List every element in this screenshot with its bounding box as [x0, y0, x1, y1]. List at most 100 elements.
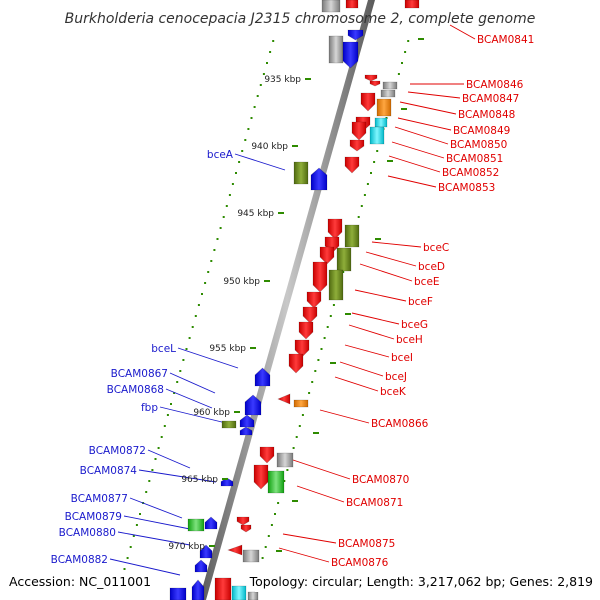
gene-feature-20[interactable] [327, 218, 343, 240]
gene-label-right-1[interactable]: BCAM0846 [466, 79, 524, 91]
gene-feature-30[interactable] [294, 339, 310, 358]
gene-feature-16[interactable] [349, 139, 365, 152]
gene-label-right-7[interactable]: BCAM0852 [442, 167, 499, 179]
gene-label-right-6[interactable]: BCAM0851 [446, 153, 503, 165]
gene-label-right-22[interactable]: BCAM0876 [331, 557, 389, 569]
gene-feature-26[interactable] [328, 269, 344, 301]
gene-feature-11[interactable] [376, 98, 392, 117]
gene-feature-15[interactable] [369, 126, 385, 145]
gene-label-left-4[interactable]: fbp [141, 402, 158, 414]
gene-feature-4[interactable] [342, 41, 359, 69]
kbp-tick-mark-1 [292, 145, 298, 147]
gene-label-right-0[interactable]: BCAM0841 [477, 34, 534, 46]
gene-feature-55[interactable] [231, 585, 247, 600]
track-dash-5 [330, 362, 336, 364]
gene-feature-10[interactable] [360, 92, 376, 112]
track-dot-54 [188, 337, 191, 339]
gene-label-left-9[interactable]: BCAM0880 [59, 527, 116, 539]
gene-label-right-17[interactable]: bceK [380, 386, 407, 398]
gene-feature-28[interactable] [302, 306, 318, 324]
gene-feature-34[interactable] [293, 399, 309, 408]
gene-feature-41[interactable] [253, 464, 269, 490]
gene-label-left-0[interactable]: bceA [207, 149, 234, 161]
leader-line-left-7 [129, 497, 183, 519]
gene-feature-6[interactable] [364, 74, 378, 82]
gene-feature-25[interactable] [312, 261, 328, 293]
gene-label-right-5[interactable]: BCAM0850 [450, 139, 507, 151]
gene-feature-53[interactable] [191, 579, 205, 600]
gene-label-left-10[interactable]: BCAM0882 [51, 554, 108, 566]
gene-label-left-7[interactable]: BCAM0877 [71, 493, 128, 505]
gene-feature-40[interactable] [276, 452, 294, 468]
gene-feature-45[interactable] [204, 516, 218, 530]
gene-feature-37[interactable] [239, 426, 253, 436]
gene-label-right-3[interactable]: BCAM0848 [458, 109, 515, 121]
gene-feature-2[interactable] [404, 0, 420, 9]
gene-label-right-18[interactable]: BCAM0866 [371, 418, 429, 430]
kbp-tick-label-6: 965 kbp [181, 475, 218, 485]
gene-label-right-10[interactable]: bceD [418, 261, 445, 273]
gene-feature-35[interactable] [244, 394, 262, 416]
gene-feature-33[interactable] [277, 393, 291, 405]
gene-label-right-9[interactable]: bceC [423, 242, 449, 254]
gene-feature-50[interactable] [242, 549, 260, 563]
gene-label-right-20[interactable]: BCAM0871 [346, 497, 403, 509]
gene-label-right-19[interactable]: BCAM0870 [352, 474, 409, 486]
gene-label-left-5[interactable]: BCAM0872 [89, 445, 146, 457]
gene-feature-31[interactable] [288, 353, 304, 374]
gene-feature-8[interactable] [382, 81, 398, 90]
gene-label-left-8[interactable]: BCAM0879 [65, 511, 122, 523]
gene-label-right-13[interactable]: bceG [401, 319, 428, 331]
gene-feature-48[interactable] [240, 524, 252, 533]
gene-feature-14[interactable] [351, 121, 367, 141]
kbp-tick-label-3: 950 kbp [223, 277, 260, 287]
gene-label-right-21[interactable]: BCAM0875 [338, 538, 395, 550]
gene-feature-0[interactable] [321, 0, 341, 13]
gene-label-left-6[interactable]: BCAM0874 [80, 465, 138, 477]
gene-feature-17[interactable] [344, 156, 360, 174]
gene-feature-54[interactable] [214, 577, 232, 600]
gene-feature-49[interactable] [227, 544, 243, 556]
gene-label-right-12[interactable]: bceF [408, 296, 433, 308]
gene-label-right-15[interactable]: bceI [391, 352, 413, 364]
gene-label-right-2[interactable]: BCAM0847 [462, 93, 519, 105]
gene-label-right-14[interactable]: bceH [396, 334, 423, 346]
gene-label-left-3[interactable]: BCAM0868 [107, 384, 164, 396]
gene-feature-52[interactable] [169, 587, 187, 600]
gene-label-right-4[interactable]: BCAM0849 [453, 125, 510, 137]
gene-label-right-8[interactable]: BCAM0853 [438, 182, 495, 194]
gene-feature-5[interactable] [347, 29, 364, 41]
gene-feature-38[interactable] [221, 420, 237, 429]
gene-feature-24[interactable] [336, 247, 352, 272]
gene-feature-19[interactable] [310, 167, 328, 191]
gene-feature-46[interactable] [199, 544, 213, 559]
gene-feature-1[interactable] [345, 0, 359, 9]
gene-feature-51[interactable] [194, 559, 208, 573]
gene-feature-3[interactable] [328, 35, 344, 64]
gene-label-left-1[interactable]: bceL [151, 343, 176, 355]
track-dot-6 [262, 73, 265, 75]
gene-feature-56[interactable] [247, 591, 259, 600]
gene-feature-39[interactable] [259, 446, 275, 464]
gene-feature-42[interactable] [267, 470, 285, 494]
gene-label-right-11[interactable]: bceE [414, 276, 440, 288]
track-dot-66 [170, 403, 172, 405]
gene-feature-29[interactable] [298, 321, 314, 340]
leader-line-right-17 [334, 376, 379, 392]
gene-feature-22[interactable] [344, 224, 360, 248]
gene-feature-7[interactable] [369, 80, 381, 87]
gene-feature-9[interactable] [380, 89, 396, 98]
gene-feature-27[interactable] [306, 291, 322, 309]
gene-label-right-16[interactable]: bceJ [385, 371, 407, 383]
gene-feature-18[interactable] [293, 161, 309, 185]
track-dot-57 [320, 348, 323, 350]
gene-label-left-2[interactable]: BCAM0867 [111, 368, 168, 380]
gene-feature-44[interactable] [187, 518, 205, 532]
track-dot-43 [342, 271, 345, 273]
gene-feature-13[interactable] [374, 117, 388, 128]
track-dot-86 [139, 513, 141, 515]
gene-feature-47[interactable] [236, 516, 250, 526]
gene-feature-23[interactable] [319, 246, 335, 265]
gene-feature-32[interactable] [254, 367, 271, 387]
gene-feature-36[interactable] [239, 414, 255, 428]
